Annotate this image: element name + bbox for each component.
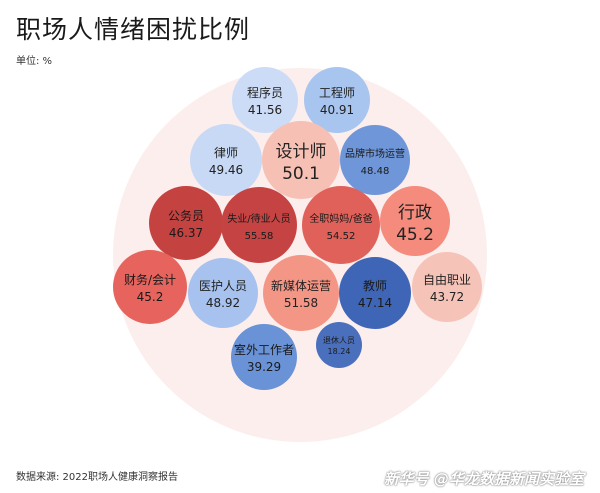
bubble-12 (339, 257, 411, 329)
bubble-11 (263, 255, 339, 331)
bubble-name-3: 设计师 (276, 142, 327, 162)
bubble-name-6: 失业/待业人员 (227, 212, 290, 225)
bubble-15 (316, 322, 362, 368)
bubble-value-7: 54.52 (327, 231, 356, 242)
bubble-name-1: 工程师 (319, 85, 355, 100)
bubble-8 (380, 186, 450, 256)
bubble-value-11: 51.58 (284, 296, 318, 310)
bubble-name-0: 程序员 (247, 85, 283, 100)
bubble-name-15: 退休人员 (323, 335, 355, 345)
bubble-value-6: 55.58 (245, 231, 274, 242)
bubble-9 (113, 250, 187, 324)
bubble-value-1: 40.91 (320, 103, 354, 117)
data-source: 数据来源: 2022职场人健康洞察报告 (16, 472, 178, 483)
bubble-value-3: 50.1 (282, 164, 320, 184)
bubble-name-2: 律师 (214, 146, 238, 160)
bubble-value-9: 45.2 (137, 290, 164, 304)
bubble-name-13: 自由职业 (423, 273, 471, 287)
bubble-6 (221, 187, 297, 263)
bubble-value-10: 48.92 (206, 296, 240, 310)
credit-watermark: 新华号 @华龙数据新闻实验室 (383, 470, 584, 488)
bubble-value-4: 48.48 (361, 166, 390, 177)
chart-title: 职场人情绪困扰比例 (16, 15, 251, 44)
bubble-7 (302, 186, 380, 264)
bubble-name-5: 公务员 (168, 208, 204, 223)
bubble-0 (232, 67, 298, 133)
bubble-value-13: 43.72 (430, 290, 464, 304)
bubble-value-12: 47.14 (358, 296, 392, 310)
bubble-value-8: 45.2 (396, 225, 434, 245)
bubble-name-9: 财务/会计 (124, 272, 176, 287)
bubble-value-14: 39.29 (247, 360, 281, 374)
bubble-value-5: 46.37 (169, 226, 203, 240)
bubble-5 (149, 186, 223, 260)
bubble-14 (231, 324, 297, 390)
bubble-name-8: 行政 (398, 203, 432, 223)
bubble-10 (188, 258, 258, 328)
bubble-name-7: 全职妈妈/爸爸 (309, 212, 372, 225)
bubble-2 (190, 124, 262, 196)
bubble-1 (304, 67, 370, 133)
bubble-value-0: 41.56 (248, 103, 282, 117)
bubble-13 (412, 252, 482, 322)
unit-label: 单位: % (16, 56, 53, 67)
bubble-name-14: 室外工作者 (234, 342, 294, 357)
bubble-4 (340, 125, 410, 195)
bubble-name-4: 品牌市场运营 (345, 147, 405, 160)
bubble-value-15: 18.24 (328, 347, 351, 356)
bubble-name-11: 新媒体运营 (271, 278, 331, 293)
bubble-value-2: 49.46 (209, 163, 243, 177)
bubble-3 (262, 121, 340, 199)
bubble-name-10: 医护人员 (199, 279, 247, 293)
bubble-name-12: 教师 (363, 278, 387, 293)
